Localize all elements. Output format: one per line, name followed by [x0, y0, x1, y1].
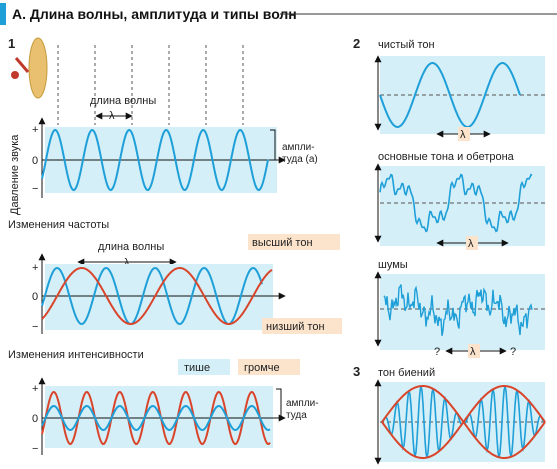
frequency-zero: 0 — [32, 291, 38, 303]
frequency-lambda: λ — [124, 257, 130, 269]
panel1-amplitude-label-1: ампли- — [282, 142, 315, 153]
panel1-amplitude-bracket — [270, 129, 276, 161]
noise-question-right: ? — [510, 346, 516, 358]
panel1-wavelength-label: длина волны — [90, 95, 156, 107]
quieter-label: тише — [184, 362, 210, 374]
noise-label: шумы — [378, 259, 408, 271]
frequency-heading: Изменения частоты — [8, 219, 109, 231]
beat-envelope-lower — [381, 421, 546, 459]
panel1-lambda: λ — [109, 110, 115, 122]
louder-wave — [41, 390, 271, 446]
intensity-amplitude-label-1: ампли- — [286, 398, 319, 409]
high-tone-wave — [41, 266, 263, 326]
quieter-wave — [41, 404, 271, 432]
low-tone-wave — [41, 267, 273, 325]
noise-question-left: ? — [434, 346, 440, 358]
low-tone-label: низший тон — [266, 321, 325, 333]
panel1-zero: 0 — [32, 155, 38, 167]
intensity-plus: + — [32, 383, 38, 395]
panel1-minus: − — [32, 183, 38, 195]
pure-tone-lambda-bg — [458, 127, 470, 141]
overtones-lambda: λ — [468, 238, 474, 250]
sound-source-icon — [11, 37, 48, 99]
low-tone-bg — [262, 318, 342, 334]
louder-label: громче — [244, 362, 280, 374]
panel3-number: 3 — [353, 364, 360, 379]
high-tone-label: высший тон — [252, 237, 313, 249]
panel1-y-label: Давление звука — [9, 134, 21, 215]
intensity-amplitude-label-2: туда — [286, 410, 307, 421]
intensity-minus: − — [32, 443, 38, 455]
overtones-lambda-bg — [466, 236, 478, 250]
intensity-amplitude-bracket — [276, 388, 282, 419]
intensity-heading: Изменения интенсивности — [8, 349, 144, 361]
panel1-number: 1 — [8, 36, 15, 51]
frequency-plus: + — [32, 262, 38, 274]
high-tone-bg — [248, 234, 340, 250]
frequency-wavelength-label: длина волны — [98, 241, 164, 253]
noise-wave — [383, 284, 533, 336]
panel2-number: 2 — [353, 36, 360, 51]
panel1-amplitude-label-2: туда (a) — [282, 154, 318, 165]
louder-bg — [238, 359, 300, 375]
overtones-label: основные тона и обетрона — [378, 151, 515, 163]
frequency-bg — [45, 264, 273, 330]
noise-lambda-bg — [468, 344, 480, 358]
panel1-wave — [41, 128, 269, 192]
pure-tone-lambda: λ — [460, 129, 466, 141]
pure-tone-label: чистый тон — [378, 39, 435, 51]
quieter-bg — [178, 359, 230, 375]
pure-tone-bg — [380, 56, 545, 134]
beat-tone-label: тон биений — [378, 367, 435, 379]
noise-lambda: λ — [470, 346, 476, 358]
frequency-minus: − — [32, 321, 38, 333]
beat-envelope-upper — [381, 385, 546, 423]
wavefront-lines — [57, 45, 244, 125]
overtones-wave — [379, 173, 533, 233]
noise-bg — [380, 274, 545, 350]
pure-tone-wave — [379, 62, 521, 128]
page-title: А. Длина волны, амплитуда и типы волн — [12, 6, 297, 22]
header-accent-bar — [0, 3, 6, 25]
intensity-zero: 0 — [32, 413, 38, 425]
panel1-plus: + — [32, 124, 38, 136]
